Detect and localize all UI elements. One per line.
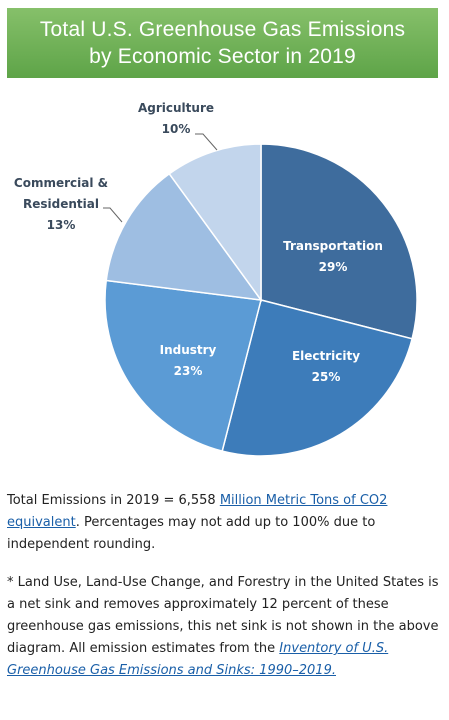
slice-value-label: 29% [319,260,348,274]
slice-value-label: 23% [174,364,203,378]
pie-slice-electricity [221,299,414,457]
pie-slice-transportation [260,143,418,340]
slice-label-transportation: Transportation 29% [283,239,383,274]
slice-name-label: Agriculture [138,101,214,115]
units-link[interactable]: Million Metric Tons of CO2 equivalent [7,493,388,530]
total-emissions-text: Total Emissions in 2019 = 6,558 [7,493,220,508]
slice-label-electricity: Electricity 25% [292,349,360,384]
leader-line-commercial-residential [103,207,123,223]
pie-chart: Transportation 29% Electricity 25% Industry 2… [14,101,418,457]
slice-value-label: 10% [162,122,191,136]
footnote-text: * Land Use, Land-Use Change, and Forestr… [7,575,439,656]
inventory-link[interactable]: Inventory of U.S. Greenhouse Gas Emissio… [7,641,389,678]
slice-label-industry: Industry 23% [160,343,217,378]
slice-name-label: Transportation [283,239,383,253]
chart-title-line-2: by Economic Sector in 2019 [89,45,356,68]
slice-value-label: 25% [312,370,341,384]
chart-title-line-1: Total U.S. Greenhouse Gas Emissions [39,18,406,41]
chart-title-banner: Total U.S. Greenhouse Gas Emissions by E… [7,8,438,78]
chart-notes: Total Emissions in 2019 = 6,558 Million … [7,490,439,682]
slice-name-label: Commercial & [14,176,108,190]
slice-name-label: Electricity [292,349,360,363]
rounding-text: . Percentages may not add up to 100% due… [7,515,376,552]
pie-slice-commercial-residential [105,172,263,301]
slice-value-label: 13% [47,218,76,232]
slice-name-label: Residential [23,197,99,211]
slice-label-commercial-residential: Commercial & Residential 13% [14,176,108,232]
leader-line-agriculture [195,133,218,151]
slice-name-label: Industry [160,343,217,357]
land-use-footnote: * Land Use, Land-Use Change, and Forestr… [7,572,439,682]
pie-slice-industry [104,279,262,453]
pie-slice-agriculture [168,143,262,303]
total-emissions-note: Total Emissions in 2019 = 6,558 Million … [7,490,439,556]
slice-label-agriculture: Agriculture 10% [138,101,214,136]
